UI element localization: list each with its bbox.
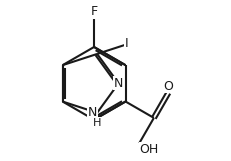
Text: O: O [164, 80, 173, 93]
Text: I: I [125, 37, 128, 50]
Text: OH: OH [139, 143, 159, 156]
Text: F: F [91, 5, 98, 18]
Text: N: N [114, 77, 123, 90]
Text: H: H [93, 118, 101, 128]
Text: N: N [88, 106, 97, 119]
